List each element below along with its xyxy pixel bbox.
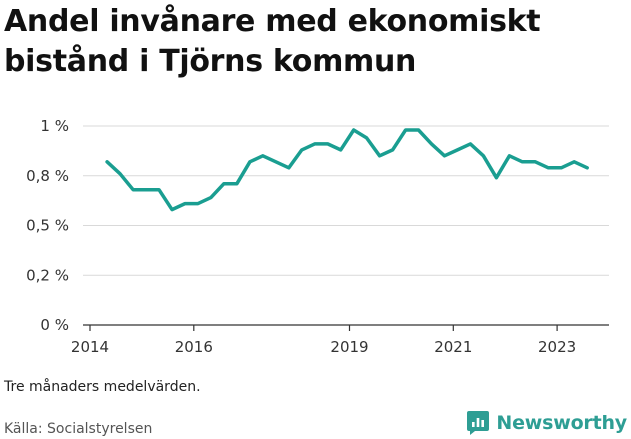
source-text: Källa: Socialstyrelsen <box>4 421 153 437</box>
series-line <box>105 128 589 212</box>
x-tick-label: 2019 <box>330 338 368 356</box>
brand-name: Newsworthy <box>496 412 627 434</box>
chart-title: Andel invånare med ekonomiskt bistånd i … <box>4 4 541 79</box>
x-tick-label: 2023 <box>538 338 576 356</box>
y-tick-label: 0,8 % <box>26 167 69 185</box>
gridlines <box>83 125 609 276</box>
x-axis-labels: 2014 2016 2019 2021 2023 <box>71 338 576 356</box>
x-axis-ticks <box>89 325 558 331</box>
x-tick-label: 2014 <box>71 338 109 356</box>
y-tick-label: 1 % <box>40 117 69 135</box>
y-tick-label: 0,5 % <box>26 217 69 235</box>
chart-note: Tre månaders medelvärden. <box>4 379 201 395</box>
newsworthy-logo-icon <box>467 411 490 435</box>
x-tick-label: 2021 <box>434 338 472 356</box>
y-tick-label: 0 % <box>40 316 69 334</box>
brand: Newsworthy <box>466 408 627 438</box>
x-tick-label: 2016 <box>175 338 213 356</box>
y-axis-labels: 0 % 0,2 % 0,5 % 0,8 % 1 % <box>26 117 69 334</box>
y-tick-label: 0,2 % <box>26 266 69 284</box>
